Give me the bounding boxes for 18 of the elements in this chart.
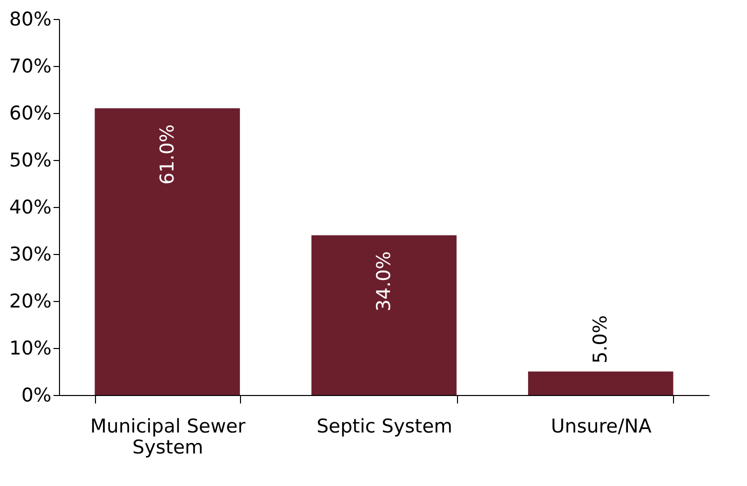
- y-tick-label: 20%: [9, 290, 52, 312]
- y-tick-label: 30%: [9, 244, 52, 266]
- data-label: 5.0%: [590, 315, 612, 364]
- bar: [94, 108, 240, 395]
- bar: [311, 235, 457, 395]
- y-tick-label: 80%: [9, 8, 52, 30]
- x-tick-label: Septic System: [316, 416, 452, 438]
- data-label: 34.0%: [373, 251, 395, 312]
- data-label: 61.0%: [156, 124, 178, 185]
- x-tick-label: Municipal Sewer System: [90, 416, 246, 458]
- y-tick-label: 70%: [9, 56, 52, 78]
- y-tick-label: 50%: [9, 150, 52, 172]
- bar: [528, 372, 674, 395]
- y-tick-label: 10%: [9, 338, 52, 360]
- y-tick-label: 40%: [9, 196, 52, 218]
- y-tick-label: 0%: [21, 384, 52, 406]
- y-tick-label: 60%: [9, 102, 52, 124]
- x-tick-label: Unsure/NA: [550, 416, 652, 438]
